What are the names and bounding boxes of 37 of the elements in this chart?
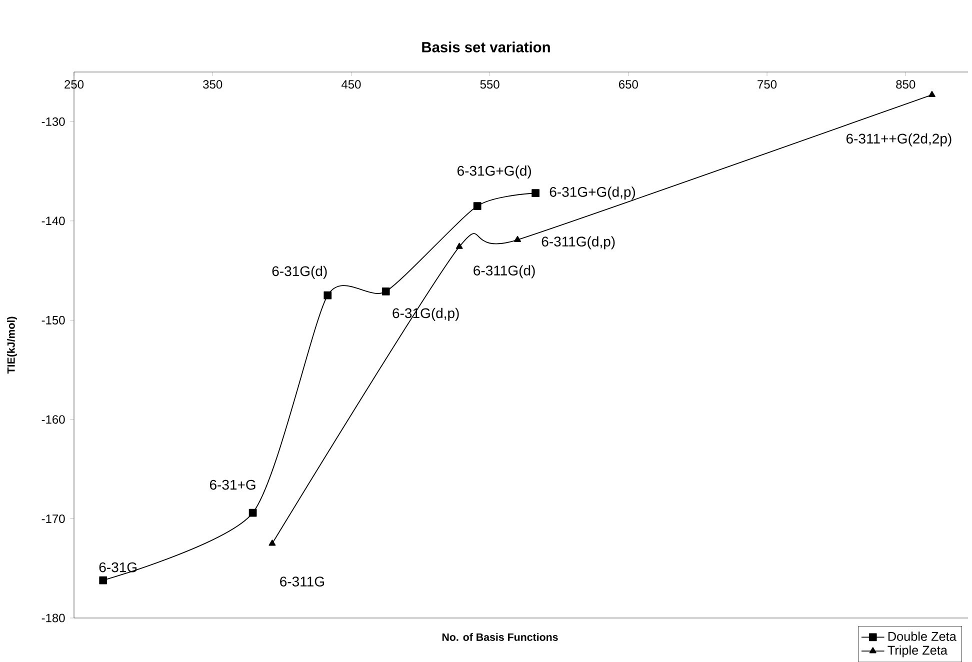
x-axis-title: No. of Basis Functions: [442, 633, 558, 641]
point: [248, 508, 257, 517]
point: [456, 242, 463, 249]
annotation: 6-31G(d): [272, 266, 327, 279]
y-tick-label: -140: [42, 216, 65, 226]
y-tick-label: -160: [42, 415, 65, 424]
point: [514, 236, 522, 242]
point: [532, 189, 540, 198]
annotation: 6-311++G(2d,2p): [846, 133, 952, 146]
x-tick-label: 450: [341, 80, 361, 89]
x-tick-label: 850: [896, 80, 916, 89]
x-tick-label: 650: [619, 80, 638, 89]
x-tick-label: 250: [64, 80, 84, 89]
annotation: 6-311G(d,p): [542, 236, 615, 250]
legend-label: Triple Zeta: [888, 645, 948, 658]
annotation: 6-311G: [280, 576, 324, 587]
y-tick-label: -150: [42, 316, 65, 324]
point: [324, 291, 332, 300]
x-tick-label: 350: [203, 80, 222, 89]
x-tick-label: 750: [758, 80, 777, 89]
chart-title: Basis set variation: [422, 42, 550, 52]
point: [268, 540, 276, 546]
point: [99, 576, 108, 584]
y-tick-label: -170: [42, 514, 65, 523]
point: [928, 90, 936, 98]
point: [473, 202, 482, 210]
x-tick-label: 550: [480, 80, 500, 89]
annotation: 6-31G: [99, 562, 136, 572]
point: [382, 287, 390, 296]
annotation: 6-31+G: [210, 480, 256, 490]
legend-label: Double Zeta: [888, 632, 956, 641]
y-axis-title: TIE(kJ/mol): [7, 316, 17, 374]
annotation: 6-31G+G(d,p): [550, 186, 636, 200]
annotation: 6-311G(d): [474, 265, 535, 278]
y-tick-label: -180: [42, 614, 65, 622]
y-tick-label: -130: [42, 117, 65, 126]
annotation: 6-31G+G(d): [458, 166, 532, 179]
